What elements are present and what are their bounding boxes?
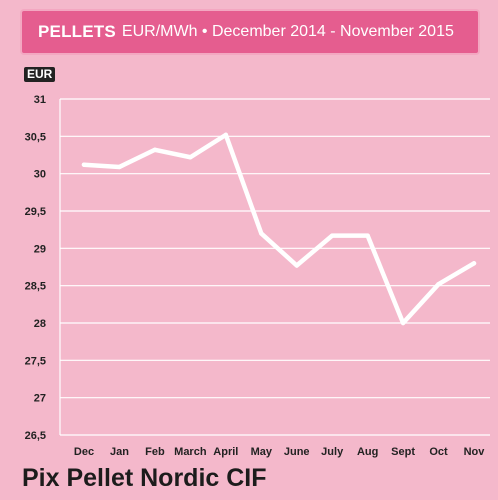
y-axis-unit-label: EUR: [24, 67, 56, 82]
header-title: PELLETS: [38, 22, 116, 41]
data-point: [81, 162, 87, 167]
y-tick-label: 30: [34, 169, 46, 181]
x-tick-label: Oct: [429, 446, 448, 458]
x-tick-label: Dec: [74, 446, 94, 458]
x-tick-label: Feb: [145, 446, 165, 458]
data-point: [471, 261, 477, 266]
x-tick-label: Nov: [464, 446, 486, 458]
x-tick-label: Jan: [110, 446, 129, 458]
series-line: [81, 132, 477, 326]
data-point: [259, 231, 264, 236]
data-point: [117, 164, 122, 170]
y-tick-label: 28,5: [25, 281, 46, 293]
x-tick-label: July: [321, 446, 344, 458]
data-point: [294, 263, 299, 268]
footer-title: Pix Pellet Nordic CIF: [22, 464, 267, 492]
x-tick-label: Aug: [357, 446, 378, 458]
data-point: [329, 233, 335, 238]
chart-header: PELLETS EUR/MWh • December 2014 - Novemb…: [20, 9, 480, 55]
data-point: [223, 132, 229, 138]
data-point: [152, 147, 158, 152]
x-tick-label: May: [251, 446, 273, 458]
y-tick-label: 27: [34, 393, 46, 405]
x-tick-label: June: [284, 446, 310, 458]
y-tick-label: 28: [34, 318, 46, 330]
data-point: [400, 320, 406, 326]
x-tick-label: April: [213, 446, 238, 458]
data-point: [365, 233, 370, 238]
x-tick-label: Sept: [391, 446, 415, 458]
header-subtitle: EUR/MWh • December 2014 - November 2015: [121, 23, 454, 40]
y-tick-label: 26,5: [25, 430, 46, 442]
y-tick-label: 29: [34, 243, 46, 255]
y-tick-label: 27,5: [25, 355, 46, 367]
x-tick-label: March: [174, 446, 207, 458]
y-tick-label: 29,5: [25, 206, 46, 218]
y-tick-label: 31: [34, 94, 46, 106]
y-tick-label: 30,5: [25, 131, 46, 143]
data-point: [188, 155, 193, 160]
data-point: [436, 281, 441, 287]
